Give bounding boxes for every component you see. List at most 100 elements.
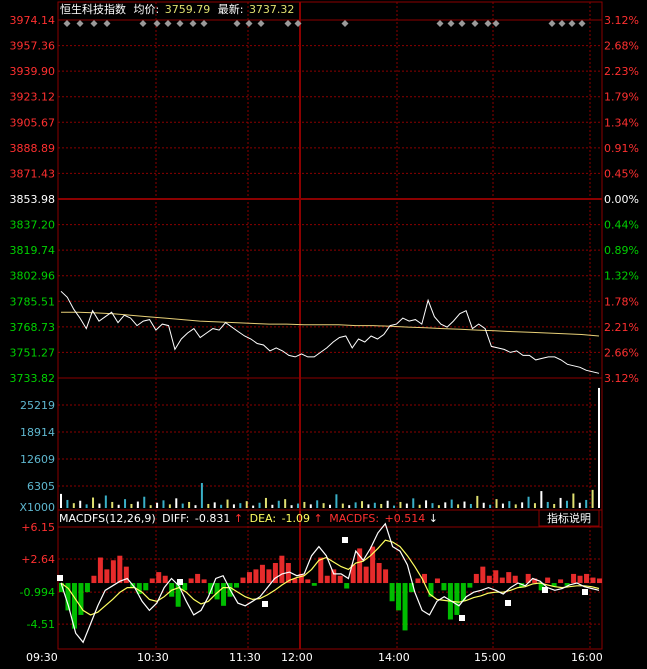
macd-histogram-bar xyxy=(597,578,602,584)
cross-marker xyxy=(57,575,63,581)
event-marker-icon xyxy=(139,20,147,27)
percent-tick-label: 0.91% xyxy=(604,142,639,155)
dea-arrow: ↑ xyxy=(314,512,323,525)
indicator-help-button[interactable]: 指标说明 xyxy=(538,509,600,527)
price-tick-label: 3768.73 xyxy=(10,321,56,334)
macd-histogram-bar xyxy=(285,562,291,584)
avg-price-label: 均价: xyxy=(134,3,160,16)
macd-histogram-bar xyxy=(201,579,207,584)
macd-histogram-bar xyxy=(104,569,110,584)
axis-labels: 3974.14 3.12% 3957.36 2.68% 3939.90 2.23% 3923… xyxy=(10,14,640,664)
macd-histogram-bar xyxy=(305,579,311,584)
price-tick-label: 3905.67 xyxy=(10,116,56,129)
dea-value: -1.09 xyxy=(282,512,310,525)
macd-histogram-bar xyxy=(136,583,142,594)
event-marker-icon xyxy=(471,20,479,27)
price-tick-label: 3785.51 xyxy=(10,295,56,308)
last-price-line xyxy=(60,290,600,374)
dea-line xyxy=(60,539,600,616)
macd-histogram-bar xyxy=(59,583,64,593)
macd-histogram-bar xyxy=(272,562,278,584)
cross-marker xyxy=(505,600,511,606)
macd-histogram-bar xyxy=(486,575,492,584)
macd-tick-label: +6.15 xyxy=(21,521,55,534)
macd-histogram-bar xyxy=(473,573,479,584)
macd-histogram-bar xyxy=(298,573,304,584)
cross-marker xyxy=(177,579,183,585)
diff-line xyxy=(60,522,600,644)
macd-histogram-bar xyxy=(532,578,538,584)
macd-histogram-bar xyxy=(318,557,324,584)
macd-histogram-bar xyxy=(421,573,427,584)
percent-tick-label: 1.79% xyxy=(604,91,639,104)
macdfs-label: MACDFS: xyxy=(329,512,379,525)
macd-histogram-bar xyxy=(344,583,350,589)
macd-histogram-bar xyxy=(65,583,71,611)
volume-tick-label: X1000 xyxy=(19,501,55,514)
macd-histogram-bar xyxy=(415,578,421,584)
cross-marker xyxy=(582,589,588,595)
macd-histogram-bar xyxy=(324,575,330,584)
macd-histogram-bar xyxy=(214,583,220,600)
macd-tick-label: -4.51 xyxy=(27,618,55,631)
macd-histogram-bar xyxy=(558,579,564,584)
price-tick-label: 3957.36 xyxy=(10,40,56,53)
macd-histogram-bar xyxy=(246,572,252,584)
price-tick-label: 3802.96 xyxy=(10,270,56,283)
macd-histogram-bar xyxy=(234,583,240,588)
macd-histogram-bar xyxy=(467,583,473,588)
macd-histogram-bar xyxy=(175,583,181,607)
price-tick-label: 3871.43 xyxy=(10,167,56,180)
event-marker-icon xyxy=(63,20,71,27)
event-marker-icon xyxy=(103,20,111,27)
macd-histogram-bar xyxy=(590,577,596,584)
macd-histogram-bar xyxy=(434,578,440,584)
percent-tick-label: 2.23% xyxy=(604,65,639,78)
macd-histogram-bar xyxy=(499,577,505,584)
macd-histogram-bar xyxy=(188,578,194,584)
macd-histogram-bar xyxy=(564,583,570,586)
macd-histogram-bar xyxy=(182,583,188,591)
macd-histogram-bar xyxy=(143,583,149,591)
price-series xyxy=(60,290,600,374)
macd-histogram-bar xyxy=(389,583,395,602)
event-marker-icon xyxy=(568,20,576,27)
macd-histogram-bar xyxy=(337,575,343,584)
macd-histogram-bar xyxy=(195,573,201,584)
macd-histogram-bar xyxy=(551,583,557,587)
macd-histogram-bar xyxy=(402,583,408,631)
diff-arrow: ↑ xyxy=(234,512,243,525)
macd-histogram xyxy=(59,546,602,631)
price-tick-label: 3837.20 xyxy=(10,219,56,232)
event-markers xyxy=(63,20,586,27)
macd-tick-label: -0.994 xyxy=(20,586,55,599)
event-marker-icon xyxy=(492,20,500,27)
volume-tick-label: 25219 xyxy=(20,399,55,412)
price-tick-label: 3853.98 xyxy=(10,193,56,206)
macd-histogram-bar xyxy=(350,564,356,584)
event-marker-icon xyxy=(447,20,455,27)
event-marker-icon xyxy=(257,20,265,27)
percent-tick-label: 2.21% xyxy=(604,321,639,334)
event-marker-icon xyxy=(578,20,586,27)
plot-frame xyxy=(57,1,603,650)
macd-histogram-bar xyxy=(253,569,259,584)
macd-histogram-bar xyxy=(428,583,434,597)
time-tick-label: 12:00 xyxy=(281,651,313,664)
chart-header: 恒生科技指数 均价: 3759.79 最新: 3737.32 xyxy=(60,2,294,16)
price-tick-label: 3751.27 xyxy=(10,346,56,359)
percent-tick-label: 0.00% xyxy=(604,193,639,206)
macd-histogram-bar xyxy=(292,578,298,584)
event-marker-icon xyxy=(245,20,253,27)
event-marker-icon xyxy=(76,20,84,27)
macd-histogram-bar xyxy=(460,583,466,602)
avg-price-line xyxy=(61,311,600,337)
event-marker-icon xyxy=(189,20,197,27)
time-tick-label: 14:00 xyxy=(378,651,410,664)
price-tick-label: 3733.82 xyxy=(10,372,56,385)
macd-histogram-bar xyxy=(454,583,460,615)
macd-histogram-bar xyxy=(493,570,499,584)
macd-histogram-bar xyxy=(545,577,551,584)
event-marker-icon xyxy=(548,20,556,27)
macd-histogram-bar xyxy=(396,583,402,611)
